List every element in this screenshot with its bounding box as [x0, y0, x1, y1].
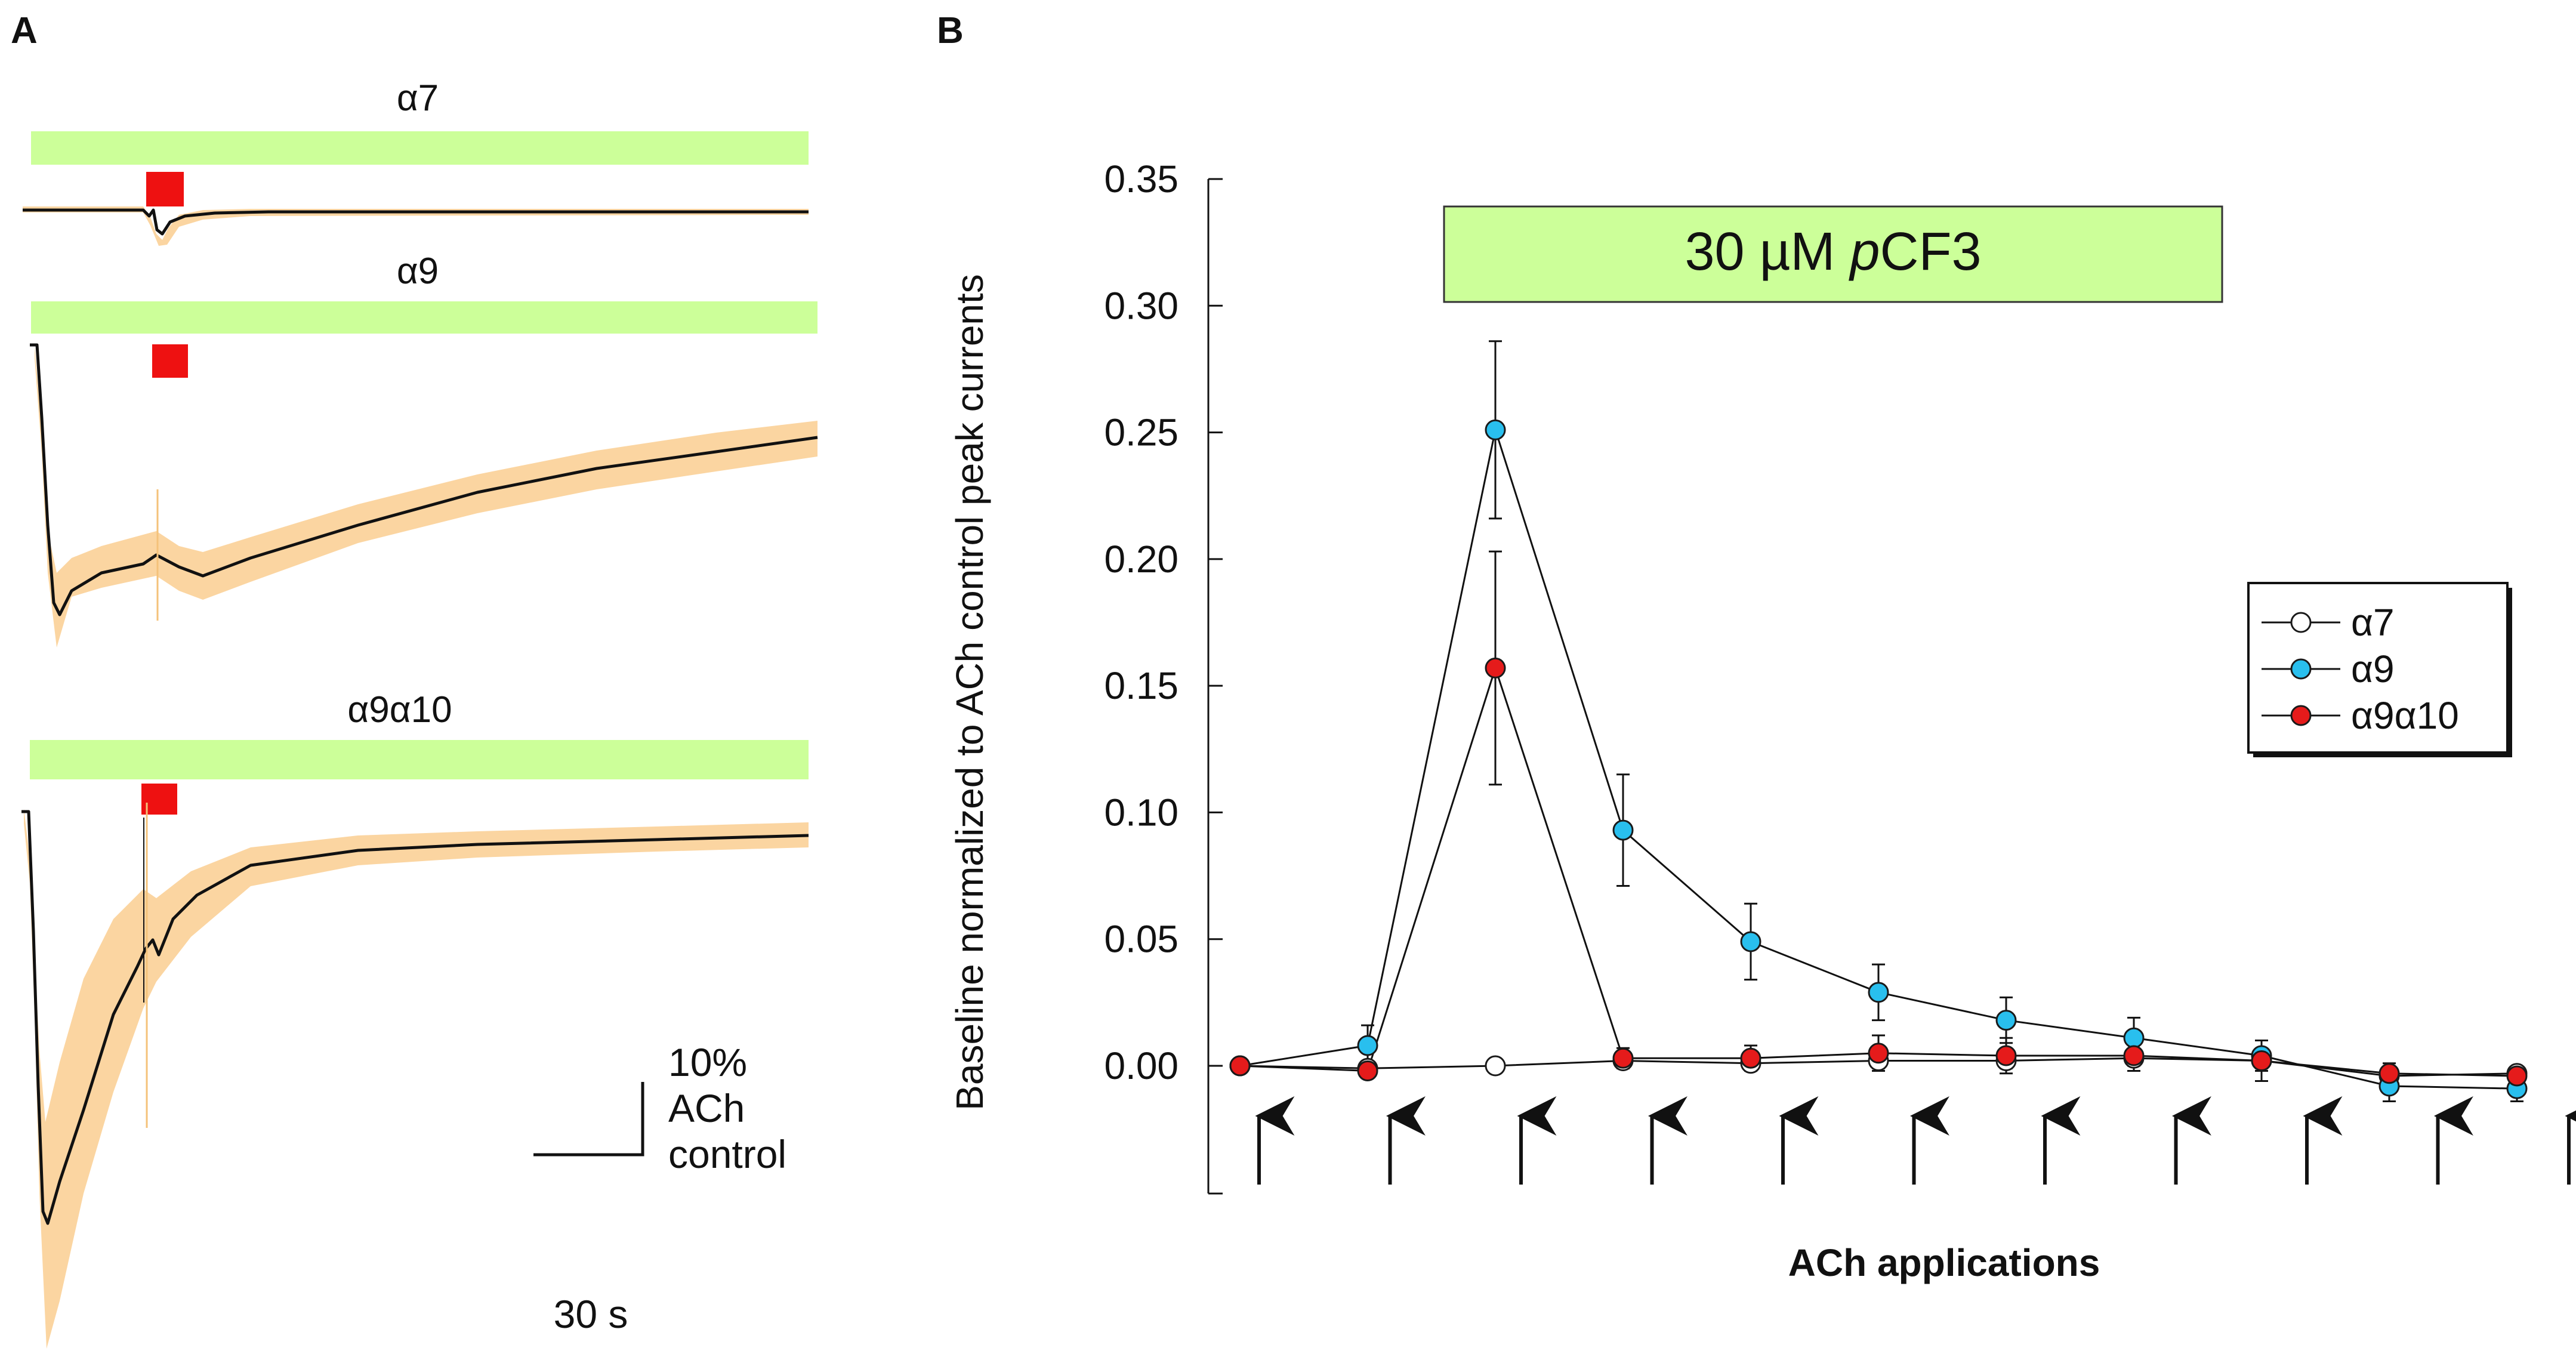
y-tick-label: 0.25 — [1104, 411, 1179, 454]
y-tick-label: 0.35 — [1104, 158, 1179, 201]
data-point-α9 — [1612, 819, 1634, 841]
legend-marker-α9 — [2290, 658, 2312, 680]
y-tick-label: 0.05 — [1104, 918, 1179, 961]
y-tick-label: 0.10 — [1104, 791, 1179, 834]
data-point-α9α10 — [1740, 1047, 1761, 1069]
trace-label-a7: α7 — [397, 78, 439, 119]
drug-application-box — [1443, 205, 2223, 303]
x-axis-label: ACh applications — [1788, 1241, 2100, 1284]
trace-label-a9a10: α9α10 — [347, 689, 452, 730]
panel-a: α7 α9 α9α10 10% ACh control 30 s — [21, 78, 818, 1349]
legend-label-α9: α9 — [2351, 647, 2395, 690]
trace-label-a9: α9 — [397, 251, 439, 292]
data-point-α9α10 — [1357, 1060, 1378, 1081]
data-point-α7 — [1485, 1055, 1506, 1077]
data-point-α9α10 — [2378, 1063, 2400, 1084]
y-tick-label: 0.00 — [1104, 1044, 1179, 1087]
drug-application-label: 30 µM pCF3 — [1685, 222, 1981, 282]
panel-label-b: B — [937, 10, 964, 51]
trace-a9a10 — [21, 810, 809, 1225]
drug-bar-a9a10 — [30, 740, 809, 779]
y-axis-label: Baseline normalized to ACh control peak … — [948, 274, 991, 1111]
data-point-α9α10 — [1485, 657, 1506, 679]
legend-label-α7: α7 — [2351, 601, 2395, 644]
data-point-α9α10 — [2251, 1050, 2272, 1072]
ach-arrows — [1255, 1096, 2576, 1185]
sem-band-a9 — [35, 346, 817, 647]
drug-label-italic: p — [1848, 222, 1880, 282]
legend-shadow-right — [2507, 588, 2512, 757]
series-layer — [1229, 340, 2528, 1102]
data-point-α9 — [1740, 931, 1761, 952]
scale-bar-y-line2: ACh — [668, 1086, 745, 1130]
data-point-α9α10 — [1612, 1047, 1634, 1069]
data-point-α9 — [1995, 1010, 2017, 1031]
data-point-α9α10 — [1995, 1045, 2017, 1066]
drug-label-pre: 30 µM — [1685, 222, 1850, 282]
y-tick-label: 0.20 — [1104, 538, 1179, 581]
legend-marker-α7 — [2290, 612, 2312, 633]
drug-bar-a7 — [31, 131, 809, 165]
data-point-α9α10 — [2506, 1065, 2528, 1087]
data-point-α9α10 — [1229, 1055, 1251, 1077]
data-point-α9 — [1868, 982, 1889, 1003]
legend-marker-α9α10 — [2290, 705, 2312, 726]
ach-marker-a7 — [146, 172, 184, 206]
data-point-α9α10 — [2123, 1045, 2145, 1066]
ach-marker-a9 — [152, 344, 188, 378]
data-point-α9α10 — [1868, 1043, 1889, 1064]
data-point-α9 — [1485, 419, 1506, 440]
scale-bar-x-label: 30 s — [554, 1292, 628, 1336]
trace-a9 — [30, 343, 818, 616]
scale-bar — [533, 1082, 644, 1157]
sem-band-a7 — [23, 206, 809, 246]
y-tick-label: 0.30 — [1104, 284, 1179, 327]
legend-label-α9α10: α9α10 — [2351, 694, 2459, 737]
scale-bar-y-line1: 10% — [668, 1040, 747, 1084]
data-point-α9 — [2123, 1027, 2145, 1049]
legend-shadow-bottom — [2253, 753, 2512, 757]
drug-bar-a9 — [31, 301, 817, 334]
panel-label-a: A — [11, 10, 38, 51]
trace-a7 — [23, 208, 809, 236]
y-ticks: 0.35 0.30 0.25 0.20 0.15 0.10 0.05 0.00 — [1104, 158, 1223, 1195]
scale-bar-y-line3: control — [668, 1132, 786, 1176]
y-tick-label: 0.15 — [1104, 664, 1179, 707]
drug-label-post: CF3 — [1880, 222, 1981, 282]
data-point-α9 — [1357, 1035, 1378, 1056]
panel-b: 0.35 0.30 0.25 0.20 0.15 0.10 0.05 0.00 Baselin… — [948, 158, 2576, 1284]
